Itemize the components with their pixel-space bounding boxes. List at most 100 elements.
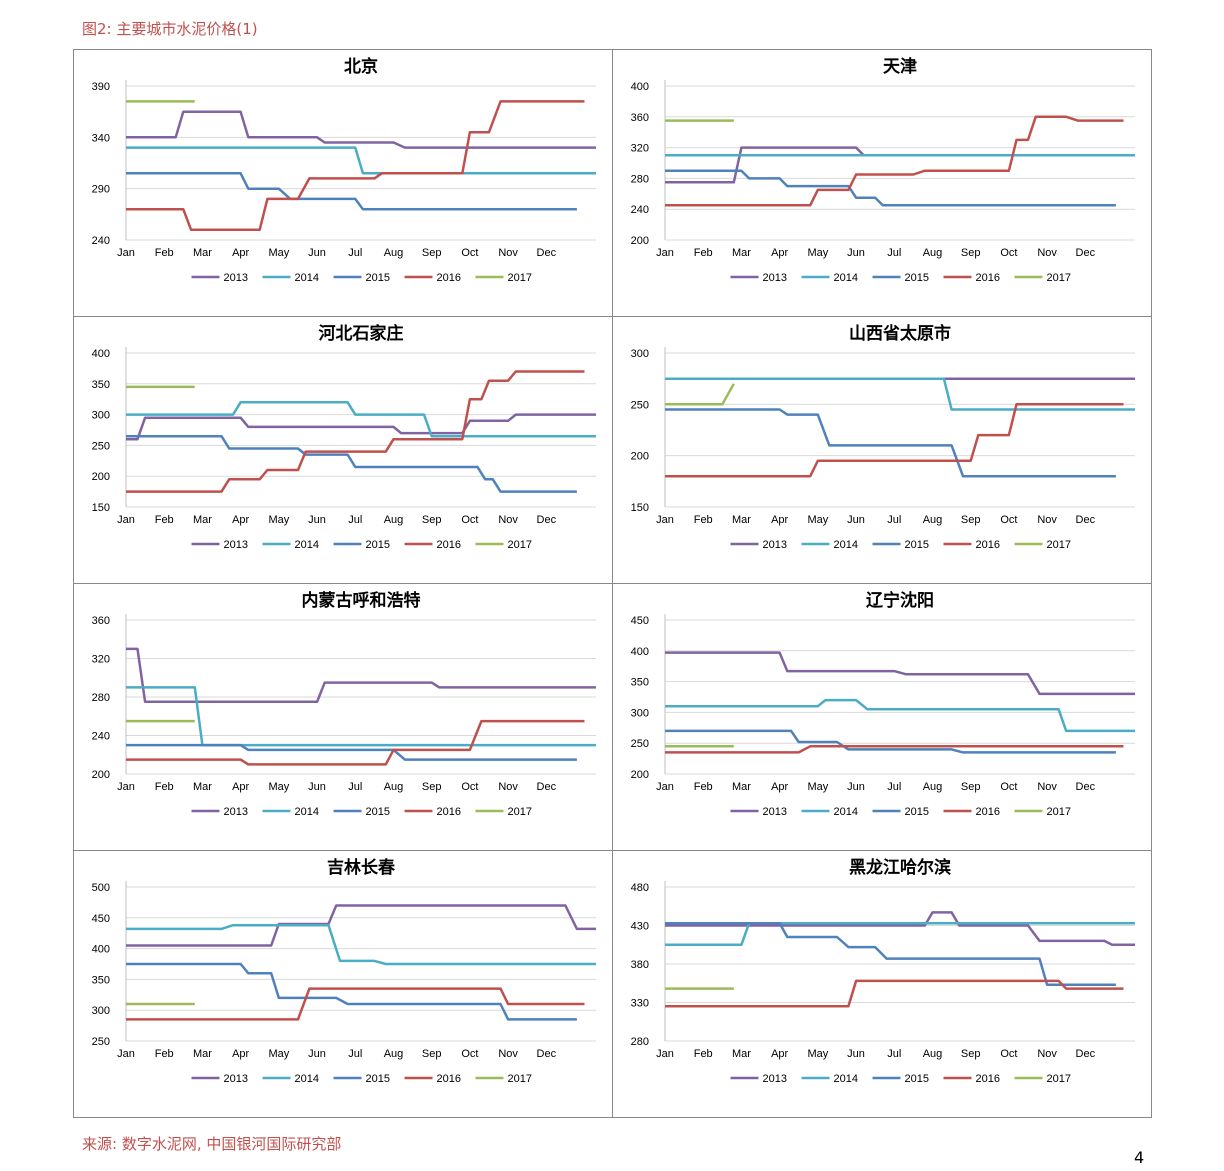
x-tick-label: Oct [461,514,478,526]
x-tick-label: Jun [308,781,326,793]
x-tick-label: Mar [732,514,751,526]
y-tick-label: 360 [631,112,649,124]
chart-panel-beijing: 北京 240 290 340 390 Jan Feb Mar Apr May Jun Jul Aug Se… [73,49,613,317]
y-tick-label: 240 [92,731,110,743]
y-tick-label: 350 [92,379,110,391]
x-tick-label: May [268,247,289,259]
x-tick-label: Jan [117,781,135,793]
legend-label-2016: 2016 [976,1073,1000,1085]
legend-label-2013: 2013 [763,1073,787,1085]
x-tick-label: Jul [348,247,362,259]
x-tick-label: Dec [1076,781,1096,793]
y-tick-label: 200 [631,235,649,247]
x-tick-label: Oct [1000,1048,1017,1060]
series-line-2014 [665,698,1135,733]
y-tick-label: 430 [631,921,649,933]
x-tick-label: Feb [155,247,174,259]
legend-label-2014: 2014 [295,806,319,818]
y-tick-label: 280 [631,1036,649,1048]
legend-label-2017: 2017 [1047,272,1071,284]
legend-label-2016: 2016 [976,539,1000,551]
x-tick-label: Sep [961,247,981,259]
x-tick-label: Aug [384,247,404,259]
series-line-2015 [126,172,577,211]
x-tick-label: Nov [1037,1048,1057,1060]
chart-panel-shenyang: 辽宁沈阳 200 250 300 350 400 450 Jan Feb Mar Apr May Jun… [612,583,1152,851]
x-tick-label: Nov [1037,514,1057,526]
y-tick-label: 290 [92,184,110,196]
legend-label-2014: 2014 [834,272,858,284]
x-tick-label: Aug [384,1048,404,1060]
chart-title: 辽宁沈阳 [866,590,934,611]
series-line-2015 [126,962,577,1021]
x-tick-label: Jul [348,1048,362,1060]
legend-label-2015: 2015 [905,272,929,284]
x-tick-label: Jun [308,514,326,526]
x-tick-label: Sep [961,514,981,526]
x-tick-label: Apr [771,514,788,526]
legend-label-2013: 2013 [224,806,248,818]
y-tick-label: 250 [631,738,649,750]
y-tick-label: 500 [92,882,110,894]
series-line-2015 [665,169,1116,207]
x-tick-label: Apr [771,781,788,793]
legend-label-2014: 2014 [834,1073,858,1085]
x-tick-label: Nov [498,781,518,793]
figure-title: 图2: 主要城市水泥价格(1) [82,20,258,38]
x-tick-label: Jul [348,781,362,793]
series-line-2014 [126,686,596,747]
x-tick-label: Mar [193,514,212,526]
series-line-2015 [126,743,577,761]
x-tick-label: Nov [498,247,518,259]
y-tick-label: 200 [631,451,649,463]
series-line-2016 [126,100,585,231]
chart-title: 北京 [344,56,378,77]
page-number: 4 [1134,1148,1145,1167]
x-tick-label: May [807,247,828,259]
y-tick-label: 300 [92,410,110,422]
x-tick-label: Aug [923,514,943,526]
y-tick-label: 350 [631,677,649,689]
legend-label-2013: 2013 [224,272,248,284]
x-tick-label: Feb [694,247,713,259]
x-tick-label: Dec [1076,1048,1096,1060]
y-tick-label: 240 [92,235,110,247]
series-line-2013 [665,146,1135,184]
x-tick-label: Jun [308,247,326,259]
y-tick-label: 400 [631,646,649,658]
series-line-2016 [126,987,585,1021]
legend-label-2016: 2016 [976,806,1000,818]
x-tick-label: Jun [847,247,865,259]
y-tick-label: 200 [92,769,110,781]
chart-svg-tianjin: 天津 200 240 280 320 360 400 Jan Feb Mar Apr May Jun Ju… [631,56,1135,284]
y-tick-label: 450 [92,913,110,925]
legend-label-2017: 2017 [508,1073,532,1085]
y-tick-label: 400 [92,944,110,956]
legend-label-2016: 2016 [437,272,461,284]
y-tick-label: 300 [631,348,649,360]
x-tick-label: Oct [461,781,478,793]
y-tick-label: 320 [631,143,649,155]
y-tick-label: 300 [631,707,649,719]
x-tick-label: Sep [422,247,442,259]
legend-label-2017: 2017 [1047,1073,1071,1085]
legend-label-2015: 2015 [366,1073,390,1085]
y-tick-label: 240 [631,204,649,216]
x-tick-label: Mar [193,781,212,793]
legend-label-2015: 2015 [905,539,929,551]
series-line-2014 [126,923,596,966]
series-line-2013 [665,911,1135,947]
x-tick-label: Feb [694,781,713,793]
series-line-2015 [665,729,1116,754]
legend-label-2016: 2016 [437,539,461,551]
chart-title: 黑龙江哈尔滨 [849,857,951,878]
y-tick-label: 280 [631,173,649,185]
y-tick-label: 200 [92,471,110,483]
x-tick-label: Aug [923,247,943,259]
x-tick-label: Jun [308,1048,326,1060]
legend-label-2013: 2013 [224,1073,248,1085]
x-tick-label: Apr [232,247,249,259]
legend-label-2015: 2015 [905,806,929,818]
x-tick-label: Jul [887,514,901,526]
legend-label-2016: 2016 [976,272,1000,284]
